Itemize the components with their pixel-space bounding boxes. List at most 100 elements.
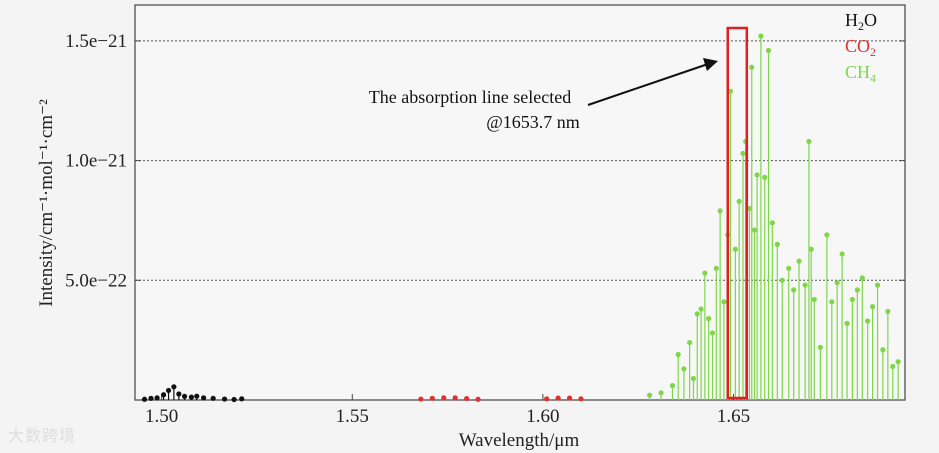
data-point-ch [890, 363, 896, 370]
legend-item-h2o: H2O [845, 10, 877, 33]
data-point-ch [774, 241, 780, 247]
watermark: 大数跨境 [8, 426, 77, 445]
selected-line-highlight [726, 26, 749, 400]
data-point-ho [239, 396, 245, 402]
data-point-co [544, 396, 550, 402]
data-point-ch [698, 306, 704, 312]
data-point-ch [675, 351, 681, 358]
data-point-ch [762, 174, 768, 180]
legend: H2O CO2 CH4 [845, 10, 877, 85]
data-point-ch [658, 390, 664, 396]
data-point-ch [681, 366, 687, 372]
annotation-arrowhead [703, 58, 718, 71]
data-point-ho [194, 393, 200, 399]
x-tick-label: 1.65 [717, 406, 750, 427]
data-point-ch [885, 308, 891, 315]
data-point-ch [806, 138, 812, 145]
spectrum-series [141, 33, 901, 403]
data-point-ho [221, 396, 228, 402]
annotation-line-1: The absorption line selected [369, 87, 571, 107]
data-point-co [441, 395, 447, 401]
legend-item-co2: CO2 [845, 36, 876, 59]
data-point-ch [690, 375, 697, 382]
data-point-ch [895, 359, 901, 365]
data-point-ch [829, 299, 835, 305]
data-point-ch [727, 88, 734, 94]
data-point-co [566, 395, 573, 401]
data-point-ho [171, 384, 177, 390]
data-point-ch [709, 330, 716, 336]
plot-area [134, 4, 906, 401]
grid-lines [135, 40, 905, 281]
annotation-arrow [587, 63, 709, 106]
data-point-ch [736, 198, 742, 204]
data-point-ch [791, 287, 797, 293]
data-point-ch [817, 344, 823, 350]
data-point-ch [713, 265, 719, 271]
data-point-ho [201, 395, 207, 401]
data-point-ch [859, 275, 865, 281]
data-point-ch [702, 270, 708, 276]
x-tick-label: 1.60 [526, 406, 559, 427]
data-point-ho [231, 396, 237, 403]
data-point-ch [869, 304, 876, 310]
data-point-ch [802, 282, 808, 288]
data-point-ch [647, 392, 653, 398]
data-point-ch [669, 383, 676, 389]
data-point-ch [874, 282, 881, 288]
data-point-ho [160, 392, 167, 398]
x-axis-ticks: 1.50 1.55 1.60 1.65 [145, 394, 750, 427]
data-point-ch [824, 232, 830, 238]
data-point-ch [854, 287, 860, 293]
data-point-ch [769, 220, 775, 226]
data-point-ch [746, 205, 753, 212]
data-point-ch [740, 150, 746, 157]
data-point-co [475, 396, 481, 402]
y-axis-title: Intensity/cm⁻¹·mol⁻¹·cm⁻² [36, 99, 57, 307]
data-point-co [429, 395, 435, 401]
data-point-ch [765, 47, 772, 54]
data-point-ch [844, 320, 850, 326]
data-point-ch [849, 296, 855, 303]
data-point-ho [210, 395, 216, 401]
x-tick-label: 1.55 [336, 406, 369, 427]
data-point-co [418, 396, 424, 402]
data-point-ch [721, 299, 727, 305]
y-tick-label: 5.0e−22 [65, 270, 127, 291]
data-point-ch [758, 33, 764, 39]
data-point-ch [786, 265, 792, 271]
data-point-ch [751, 227, 758, 233]
data-point-ho [181, 393, 188, 400]
x-axis-title: Wavelength/μm [459, 430, 580, 451]
legend-item-ch4: CH4 [845, 62, 876, 85]
data-point-ho [154, 395, 160, 401]
data-point-ho [165, 387, 172, 394]
data-point-ch [706, 316, 712, 322]
data-point-co [555, 395, 561, 401]
annotation: The absorption line selected @1653.7 nm [369, 58, 718, 132]
data-point-co [578, 396, 584, 402]
x-tick-label: 1.50 [145, 406, 178, 427]
data-point-ho [141, 396, 148, 402]
data-point-ho [148, 395, 154, 401]
data-point-ch [796, 258, 802, 264]
data-point-ch [732, 246, 738, 252]
y-tick-label: 1.5e−21 [65, 31, 127, 52]
y-axis-ticks: 5.0e−22 1.0e−21 1.5e−21 [65, 31, 905, 291]
annotation-line-2: @1653.7 nm [486, 112, 580, 132]
data-point-ch [694, 311, 700, 317]
y-tick-label: 1.0e−21 [65, 151, 127, 172]
data-point-ch [687, 339, 693, 346]
data-point-ch [808, 246, 814, 252]
data-point-ch [865, 318, 871, 324]
data-point-ch [717, 208, 723, 214]
data-point-ho [176, 391, 182, 397]
data-point-ch [754, 172, 760, 178]
data-point-ch [811, 296, 817, 303]
data-point-co [464, 395, 470, 402]
data-point-ch [749, 64, 755, 70]
data-point-co [452, 395, 458, 401]
data-point-ch [880, 347, 886, 353]
data-point-ho [188, 394, 195, 400]
